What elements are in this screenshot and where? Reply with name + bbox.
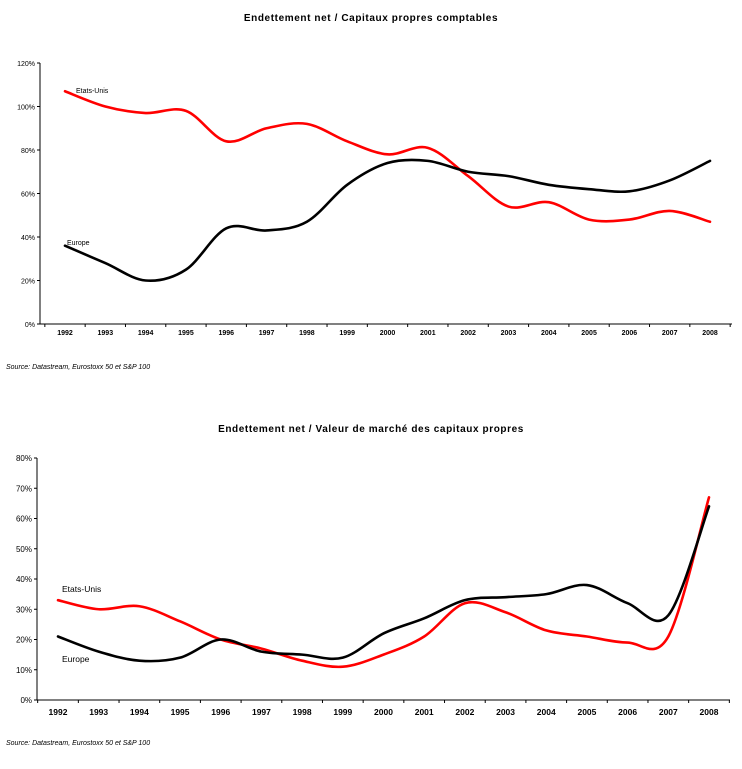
- x-tick-label: 2006: [618, 707, 637, 717]
- y-tick-label: 100%: [17, 105, 35, 112]
- y-tick-label: 0%: [25, 322, 35, 329]
- x-tick-label: 1998: [293, 707, 312, 717]
- x-tick-label: 1993: [98, 330, 114, 337]
- series-line-etats-unis: [63, 89, 712, 224]
- y-tick-label: 20%: [16, 636, 32, 645]
- x-tick-label: 2008: [700, 707, 719, 717]
- x-tick-label: 1997: [252, 707, 271, 717]
- y-tick-label: 40%: [16, 575, 32, 584]
- x-tick-label: 1994: [138, 330, 154, 337]
- chart-source: Source: Datastream, Eurostoxx 50 et S&P …: [6, 740, 151, 747]
- y-tick-label: 20%: [21, 279, 35, 286]
- x-tick-label: 1992: [57, 330, 73, 337]
- x-tick-label: 2005: [581, 330, 597, 337]
- x-tick-label: 1996: [218, 330, 234, 337]
- chart-plot: 0% 10% 20% 30% 40% 50% 60% 70% 80% 1992 1993 1994 19…: [16, 454, 730, 717]
- y-tick-label: 10%: [16, 666, 32, 675]
- x-tick-label: 1999: [339, 330, 355, 337]
- x-tick-label: 2004: [537, 707, 556, 717]
- x-tick-label: 2001: [415, 707, 434, 717]
- series-line-europe: [56, 505, 711, 663]
- y-tick-label: 0%: [20, 696, 32, 705]
- x-tick-label: 1995: [178, 330, 194, 337]
- y-tick-label: 80%: [21, 148, 35, 155]
- series-label: Europe: [67, 240, 90, 247]
- x-tick-label: 2006: [622, 330, 638, 337]
- x-tick-label: 2003: [496, 707, 515, 717]
- y-tick-label: 40%: [21, 235, 35, 242]
- y-tick-label: 60%: [21, 192, 35, 199]
- chart-title: Endettement net / Capitaux propres compt…: [243, 13, 499, 24]
- series-label: Etats-Unis: [76, 88, 109, 95]
- x-tick-label: 2002: [455, 707, 474, 717]
- x-tick-label: 2000: [380, 330, 396, 337]
- x-tick-label: 1998: [299, 330, 315, 337]
- y-tick-label: 70%: [16, 484, 32, 493]
- series-label: Europe: [62, 654, 90, 664]
- x-tick-label: 2001: [420, 330, 436, 337]
- chart-plot: 0% 20% 40% 60% 80% 100% 120% 1992 1993 1994 1995 19…: [17, 61, 732, 337]
- x-tick-label: 1995: [171, 707, 190, 717]
- x-tick-label: 2000: [374, 707, 393, 717]
- x-tick-label: 1997: [259, 330, 275, 337]
- x-tick-label: 2003: [501, 330, 517, 337]
- x-tick-label: 2007: [662, 330, 678, 337]
- x-tick-label: 1999: [333, 707, 352, 717]
- x-tick-label: 2008: [702, 330, 718, 337]
- x-tick-label: 2004: [541, 330, 557, 337]
- y-tick-label: 50%: [16, 545, 32, 554]
- x-tick-label: 1996: [211, 707, 230, 717]
- series-line-etats-unis: [56, 496, 711, 669]
- chart-market-value-leverage: Endettement net / Valeur de marché des c…: [0, 410, 742, 765]
- chart-source: Source: Datastream, Eurostoxx 50 et S&P …: [6, 364, 151, 371]
- y-tick-label: 30%: [16, 605, 32, 614]
- series-label: Etats-Unis: [62, 584, 101, 594]
- y-tick-label: 120%: [17, 61, 35, 68]
- x-tick-label: 1994: [130, 707, 149, 717]
- chart-title: Endettement net / Valeur de marché des c…: [218, 424, 524, 435]
- x-tick-label: 2007: [659, 707, 678, 717]
- series-line-europe: [63, 158, 712, 283]
- x-tick-label: 2002: [460, 330, 476, 337]
- x-tick-label: 1993: [89, 707, 108, 717]
- y-tick-label: 60%: [16, 515, 32, 524]
- x-tick-label: 1992: [49, 707, 68, 717]
- y-tick-label: 80%: [16, 454, 32, 463]
- x-tick-label: 2005: [577, 707, 596, 717]
- chart-book-value-leverage: Endettement net / Capitaux propres compt…: [6, 13, 732, 371]
